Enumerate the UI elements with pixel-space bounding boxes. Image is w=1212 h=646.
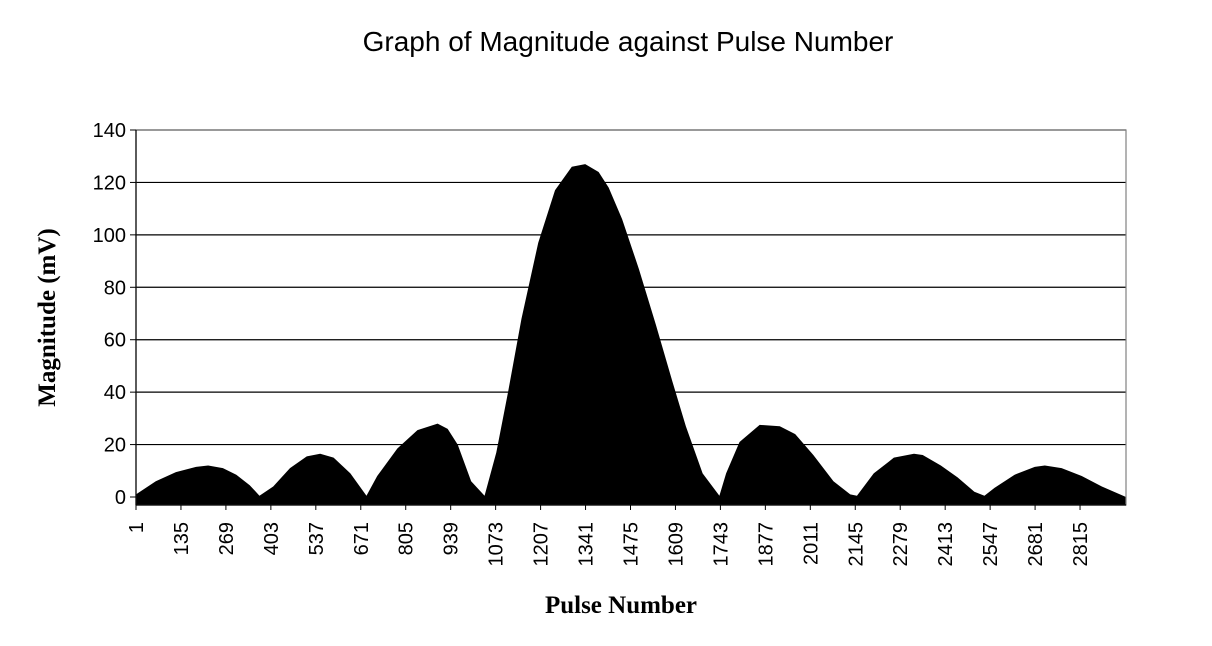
x-tick-label: 269 [216, 522, 238, 555]
x-tick-label: 537 [306, 522, 328, 555]
x-axis-title: Pulse Number [545, 592, 697, 619]
x-tick-label: 939 [441, 522, 463, 555]
x-tick-label: 403 [261, 522, 283, 555]
magnitude-area [136, 164, 1126, 505]
y-tick-label: 120 [93, 172, 126, 194]
y-ticks: 0 20 40 60 80 100 120 140 [93, 120, 136, 509]
x-tick-label: 1475 [620, 522, 642, 567]
y-tick-label: 0 [115, 487, 126, 509]
y-tick-label: 40 [104, 382, 126, 404]
x-ticks: 1 135 269 403 537 671 805 939 1073 1207 1341 1475 16… [126, 505, 1092, 567]
y-tick-label: 60 [104, 330, 126, 352]
x-tick-label: 1073 [486, 522, 508, 567]
x-tick-label: 1207 [531, 522, 553, 567]
x-tick-label: 2681 [1025, 522, 1047, 567]
y-tick-label: 140 [93, 120, 126, 142]
x-tick-label: 135 [171, 522, 193, 555]
x-tick-label: 805 [396, 522, 418, 555]
x-tick-label: 2145 [845, 522, 867, 567]
y-tick-label: 20 [104, 435, 126, 457]
x-tick-label: 2279 [890, 522, 912, 567]
x-tick-label: 2547 [980, 522, 1002, 567]
x-tick-label: 671 [351, 522, 373, 555]
x-tick-label: 1609 [665, 522, 687, 567]
chart-title: Graph of Magnitude against Pulse Number [362, 26, 894, 57]
x-tick-label: 1877 [755, 522, 777, 567]
y-axis-title: Magnitude (mV) [34, 228, 61, 406]
x-tick-label: 1743 [710, 522, 732, 567]
x-tick-label: 2011 [800, 522, 822, 565]
x-tick-label: 2413 [935, 522, 957, 567]
y-tick-label: 80 [104, 277, 126, 299]
x-tick-label: 1 [126, 522, 148, 533]
y-tick-label: 100 [93, 225, 126, 247]
x-tick-label: 2815 [1070, 522, 1092, 567]
x-tick-label: 1341 [576, 522, 598, 567]
